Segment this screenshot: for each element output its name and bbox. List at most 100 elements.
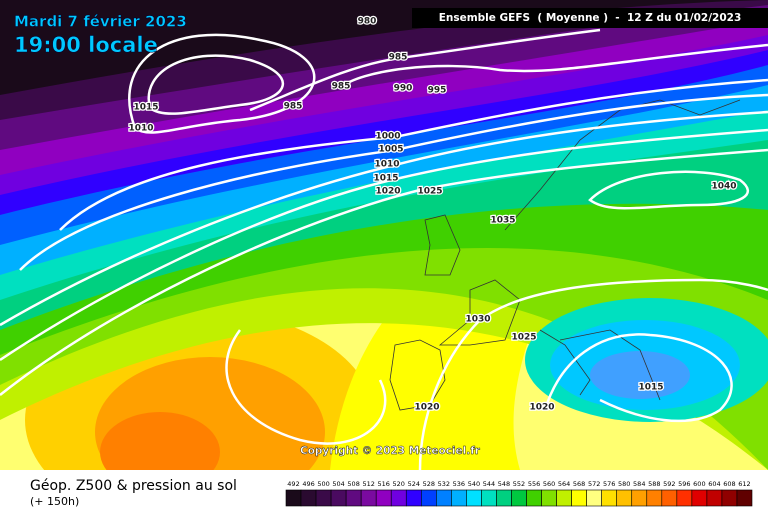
isobar-label: 1040: [711, 182, 736, 192]
isobar-label: 1025: [417, 187, 442, 197]
isobar-label: 1020: [375, 187, 400, 197]
scale-label: 496: [302, 480, 314, 488]
scale-label: 584: [633, 480, 645, 488]
scale-label: 504: [332, 480, 344, 488]
isobar-label: 1035: [490, 216, 515, 226]
isobar-label: 1025: [511, 333, 536, 343]
scale-label: 564: [558, 480, 570, 488]
isobar-label: 985: [389, 53, 408, 63]
scale-swatch: [541, 489, 557, 507]
scale-label: 600: [693, 480, 705, 488]
color-scale: 492 496 500 504 508 512 516 520 524 528 532 536 540 5…: [285, 480, 753, 507]
scandinavia: [504, 99, 741, 231]
scale-swatch: [315, 489, 332, 507]
isobar: [543, 333, 733, 423]
scale-label: 576: [603, 480, 615, 488]
scale-label: 536: [453, 480, 465, 488]
run-box: [412, 8, 768, 28]
isobar-label: 1020: [529, 403, 554, 413]
scale-swatch: [631, 489, 648, 507]
scale-swatch: [345, 489, 362, 507]
scale-swatch: [375, 489, 392, 507]
scale-swatch: [586, 489, 602, 507]
isobar-label: 1005: [378, 145, 403, 155]
isobar-label: 995: [428, 86, 447, 96]
run-info: Ensemble GEFS ( Moyenne ) - 12 Z du 01/0…: [439, 12, 742, 24]
scale-label: 516: [377, 480, 389, 488]
scale-label: 544: [483, 480, 495, 488]
isobar: [0, 148, 768, 396]
scale-label: 556: [528, 480, 540, 488]
isobar-label: 985: [332, 82, 351, 92]
scale-swatch: [360, 489, 377, 507]
scale-label: 568: [573, 480, 585, 488]
scale-swatch: [420, 489, 437, 507]
isobar-label: 1010: [374, 160, 399, 170]
coastlines: [389, 99, 741, 411]
scale-label: 528: [423, 480, 435, 488]
scale-swatch: [451, 489, 467, 507]
scale-label: 604: [708, 480, 720, 488]
isobar: [59, 78, 768, 231]
isobar-label: 1010: [128, 124, 153, 134]
scale-swatch: [601, 489, 618, 507]
scale-swatch: [676, 489, 693, 507]
isobar-label: 1000: [375, 132, 400, 142]
scale-label: 592: [663, 480, 675, 488]
scale-swatch: [616, 489, 633, 507]
isobar: [0, 128, 768, 362]
scale-swatch: [661, 489, 678, 507]
scale-label: 588: [648, 480, 660, 488]
isobar: [19, 93, 768, 271]
scale-label: 532: [438, 480, 450, 488]
scale-label: 508: [347, 480, 359, 488]
field-low: [590, 351, 690, 399]
isobar: [588, 170, 749, 210]
scale-swatch: [526, 489, 542, 507]
isobar: [418, 278, 768, 471]
isobars: [0, 28, 768, 471]
scale-swatch: [390, 489, 407, 507]
isobar: [339, 43, 768, 89]
scale-label: 524: [408, 480, 420, 488]
scale-swatch: [511, 489, 527, 507]
mediterranean: [539, 329, 661, 401]
copyright: Copyright © 2023 Meteociel.fr: [300, 445, 481, 457]
isobar-label: 990: [394, 84, 413, 94]
scale-label: 612: [738, 480, 750, 488]
france: [438, 279, 521, 346]
iberia: [389, 339, 446, 411]
footer-subtitle: (+ 150h): [30, 495, 79, 508]
scale-swatch: [285, 489, 302, 507]
scale-label: 540: [468, 480, 480, 488]
isobar: [225, 329, 387, 445]
scale-label: 608: [723, 480, 735, 488]
britain: [424, 214, 461, 276]
field-band: [0, 0, 768, 95]
scale-label: 520: [393, 480, 405, 488]
scale-label: 500: [317, 480, 329, 488]
scale-swatch: [496, 489, 512, 507]
scale-swatch: [300, 489, 317, 507]
isobar-label: 1020: [414, 403, 439, 413]
isobar: [128, 33, 316, 134]
scale-swatch: [571, 489, 587, 507]
isobar: [147, 54, 284, 115]
forecast-time: 19:00 locale: [14, 33, 158, 57]
scale-swatch: [330, 489, 347, 507]
scale-swatch: [646, 489, 663, 507]
scale-swatch: [691, 489, 708, 507]
scale-swatch: [721, 489, 738, 507]
scale-label: 512: [362, 480, 374, 488]
isobar-label: 1015: [133, 103, 158, 113]
isobar-label: 1015: [638, 383, 663, 393]
scale-label: 580: [618, 480, 630, 488]
scale-label: 548: [498, 480, 510, 488]
isobar-labels: 980 985 985 985 990 995 1015 1010 1000 1005 1010 10…: [127, 15, 738, 414]
scale-swatch: [556, 489, 572, 507]
isobar-label: 980: [358, 17, 377, 27]
scale-swatch: [466, 489, 482, 507]
scale-label: 492: [287, 480, 299, 488]
